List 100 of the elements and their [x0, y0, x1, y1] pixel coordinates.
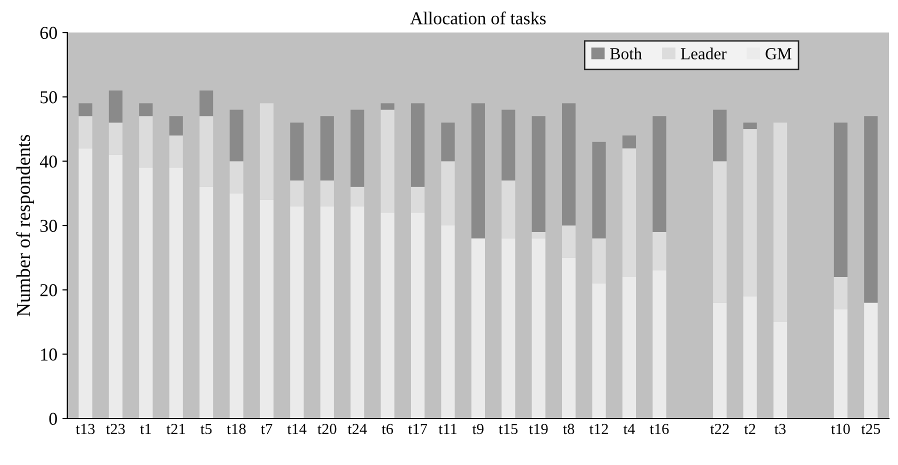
bar [350, 206, 364, 418]
legend-label: GM [766, 48, 792, 60]
x-tick-label: t22 [710, 424, 729, 434]
bar [622, 135, 636, 148]
bar [290, 122, 304, 180]
bar [532, 232, 546, 238]
y-axis-title: Number of respondents [16, 134, 34, 316]
bar [713, 161, 727, 303]
bar [200, 90, 214, 116]
bar [713, 110, 727, 162]
bar [834, 122, 848, 277]
bar [78, 116, 92, 148]
bar [380, 212, 394, 418]
bar [652, 232, 666, 271]
bar [834, 276, 848, 310]
bar [864, 302, 878, 418]
bar [562, 226, 576, 258]
bar [743, 122, 757, 130]
x-tick-label: t11 [438, 424, 457, 434]
x-tick-label: t15 [498, 424, 518, 434]
x-tick-label: t2 [744, 424, 756, 434]
bar [592, 283, 606, 418]
bar [441, 226, 455, 418]
bar [713, 302, 727, 418]
bar [350, 186, 364, 206]
bar [200, 116, 214, 187]
x-tick-label: t6 [382, 424, 394, 434]
x-tick-label: t9 [472, 424, 484, 434]
y-tick-label: 60 [40, 26, 57, 39]
bar [532, 116, 546, 232]
bar [78, 103, 92, 116]
bar [471, 238, 485, 418]
x-tick-label: t17 [408, 424, 428, 434]
y-tick-label: 0 [49, 412, 57, 425]
bar [773, 322, 788, 418]
x-tick-label: t4 [623, 424, 635, 434]
bar [320, 116, 334, 180]
y-tick-label: 40 [40, 155, 57, 168]
bar [652, 270, 666, 418]
bar [290, 206, 304, 418]
bar [652, 116, 666, 232]
bar [502, 238, 516, 418]
bar [108, 154, 122, 418]
x-tick-label: t18 [226, 424, 246, 434]
x-tick-label: t12 [589, 424, 608, 434]
bar [78, 148, 92, 418]
x-tick-label: t8 [563, 424, 574, 434]
x-tick-label: t20 [318, 424, 336, 434]
bar [108, 122, 122, 155]
bar [502, 110, 516, 180]
x-tick-label: t24 [348, 424, 367, 434]
legend-label: Both [610, 48, 642, 60]
legend-label: Leader [680, 48, 727, 60]
bar [773, 122, 788, 322]
bar [592, 142, 606, 238]
bar [743, 296, 757, 418]
y-tick-label: 10 [41, 348, 57, 361]
x-tick-label: t21 [166, 424, 185, 434]
y-tick-label: 30 [40, 220, 57, 232]
bar [622, 276, 636, 418]
bar [380, 103, 394, 110]
x-tick-label: t25 [861, 424, 880, 434]
x-tick-label: t23 [106, 424, 125, 434]
bar [290, 180, 304, 206]
x-tick-label: t10 [831, 424, 850, 434]
bar [864, 116, 878, 303]
bar [320, 180, 334, 206]
bar [834, 309, 848, 418]
bar [230, 193, 244, 418]
bar [139, 116, 153, 168]
bar [410, 186, 425, 213]
bar [380, 110, 394, 213]
bar [562, 258, 576, 418]
bar [200, 186, 214, 418]
chart-title: Allocation of tasks [410, 12, 546, 24]
bar [139, 168, 153, 418]
bar [260, 103, 274, 200]
bar [622, 148, 636, 277]
bar [108, 90, 122, 123]
bar [230, 161, 244, 194]
bar [471, 103, 485, 238]
bar [320, 206, 334, 418]
bar [441, 161, 455, 226]
bar [169, 116, 183, 136]
bar [532, 238, 546, 418]
bar [743, 129, 757, 296]
bar [350, 110, 364, 187]
x-tick-label: t3 [774, 424, 786, 434]
x-tick-label: t5 [200, 424, 212, 434]
bar [502, 180, 516, 238]
y-tick-label: 20 [40, 284, 57, 296]
x-tick-label: t13 [76, 424, 95, 434]
x-tick-label: t7 [260, 424, 272, 434]
x-tick-label: t1 [140, 424, 151, 434]
bar [139, 103, 153, 116]
bar [169, 135, 183, 168]
bar [260, 200, 274, 418]
bar [169, 168, 183, 418]
bar [410, 212, 425, 418]
x-tick-label: t14 [287, 424, 306, 434]
